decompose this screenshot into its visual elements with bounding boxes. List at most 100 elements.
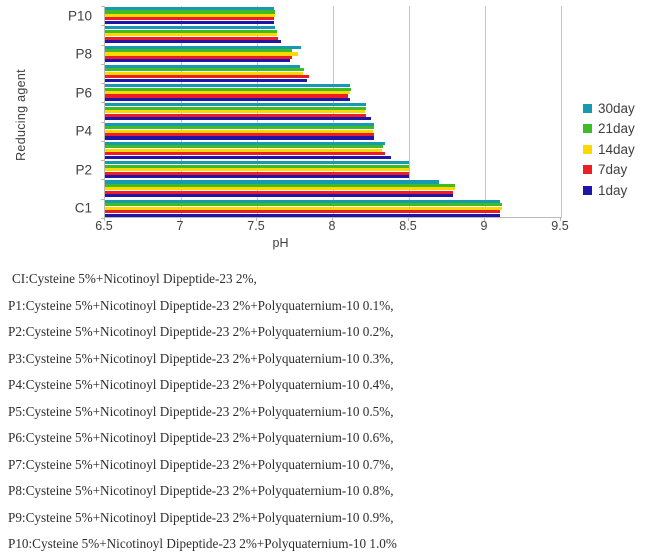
legend-label: 1day — [598, 182, 628, 198]
x-tick-label: 7.5 — [247, 219, 265, 233]
y-tick-mark — [101, 160, 105, 162]
x-tick-mark — [484, 217, 485, 221]
bar-P9-7day — [105, 36, 279, 40]
bar-group — [105, 141, 560, 160]
bar-group — [105, 199, 560, 218]
legend-item-1day: 1day — [583, 180, 659, 201]
legend-item-21day: 21day — [583, 119, 659, 140]
bar-P9-14day — [105, 33, 277, 37]
bar-C1-1day — [105, 213, 501, 217]
bar-P7-1day — [105, 78, 308, 82]
y-tick-mark — [101, 63, 105, 65]
y-tick-mark — [101, 179, 105, 181]
chart-legend: 30day 21day 14day 7day 1day — [583, 98, 659, 201]
bar-P8-7day — [105, 55, 292, 59]
y-tick-mark — [101, 198, 105, 200]
y-tick-label-P10: P10 — [67, 8, 92, 24]
bar-P8-21day — [105, 48, 292, 53]
x-tick-mark — [332, 217, 333, 221]
bar-P10-30day — [105, 7, 274, 11]
bar-P3-14day — [105, 148, 382, 152]
caption-line: P8:Cysteine 5%+Nicotinoyl Dipeptide-23 2… — [8, 483, 394, 498]
bar-P4-7day — [105, 132, 375, 137]
legend-item-14day: 14day — [583, 139, 659, 160]
bar-P5-14day — [105, 110, 365, 114]
legend-label: 21day — [598, 121, 635, 137]
bar-group — [105, 45, 560, 64]
bar-P6-30day — [105, 84, 350, 88]
bar-group — [105, 179, 560, 198]
bar-P1-14day — [105, 187, 455, 191]
bar-P5-7day — [105, 113, 367, 117]
bar-P5-1day — [105, 117, 371, 121]
x-tick-label: 7 — [176, 219, 184, 233]
y-tick-label-C1: C1 — [74, 200, 92, 216]
bar-P1-7day — [105, 190, 454, 194]
caption-line: P5:Cysteine 5%+Nicotinoyl Dipeptide-23 2… — [8, 403, 394, 419]
legend-label: 7day — [598, 162, 628, 178]
bar-P3-1day — [105, 155, 391, 159]
caption-line: P2:Cysteine 5%+Nicotinoyl Dipeptide-23 2… — [8, 324, 394, 339]
bar-P6-14day — [105, 90, 350, 95]
x-gridline — [485, 6, 486, 218]
x-tick-mark — [104, 217, 105, 221]
bar-group — [105, 160, 560, 179]
bar-P7-30day — [105, 64, 300, 68]
legend-swatch-icon — [583, 185, 592, 195]
y-tick-mark — [101, 140, 105, 142]
plot-area — [101, 6, 562, 219]
y-axis-title-text: Reducing agent — [14, 69, 28, 161]
bar-P4-21day — [105, 126, 375, 130]
caption-block: CI:Cysteine 5%+Nicotinoyl Dipeptide-23 2… — [0, 266, 659, 558]
legend-swatch-icon — [583, 124, 592, 134]
y-axis-title: Reducing agent — [8, 10, 34, 220]
y-tick-label-P6: P6 — [75, 85, 92, 101]
bar-P9-1day — [105, 40, 282, 44]
caption-line: P6:Cysteine 5%+Nicotinoyl Dipeptide-23 2… — [8, 430, 394, 445]
bar-P3-30day — [105, 141, 385, 145]
x-tick-label: 8 — [328, 219, 336, 233]
y-tick-mark — [101, 25, 105, 27]
x-tick-mark — [408, 217, 409, 221]
bar-P5-21day — [105, 106, 367, 110]
bar-P2-30day — [105, 161, 409, 165]
y-axis-tick-labels: C1 P2 P4 P6 P8 P10 — [36, 6, 98, 218]
caption-line: P1:Cysteine 5%+Nicotinoyl Dipeptide-23 2… — [8, 297, 394, 313]
caption-line: P4:Cysteine 5%+Nicotinoyl Dipeptide-23 2… — [8, 377, 394, 392]
bar-P2-21day — [105, 164, 409, 168]
caption-line: CI:Cysteine 5%+Nicotinoyl Dipeptide-23 2… — [12, 271, 257, 286]
x-tick-label: 9 — [480, 219, 488, 233]
legend-label: 14day — [598, 141, 635, 157]
bar-C1-14day — [105, 206, 502, 210]
bar-P7-7day — [105, 75, 309, 79]
x-tick-label: 8.5 — [399, 219, 417, 233]
bar-group — [105, 122, 560, 141]
bar-group — [105, 102, 560, 121]
bar-P6-21day — [105, 87, 352, 91]
bar-P9-30day — [105, 26, 276, 30]
bar-P5-30day — [105, 103, 367, 107]
bar-group — [105, 6, 560, 25]
x-tick-label: 6.5 — [95, 219, 113, 233]
bar-P2-7day — [105, 171, 409, 175]
y-tick-mark — [101, 83, 105, 85]
x-axis-title: pH — [272, 236, 289, 250]
bar-P10-7day — [105, 17, 274, 21]
legend-item-7day: 7day — [583, 160, 659, 181]
bar-P2-14day — [105, 168, 409, 172]
y-tick-label-P8: P8 — [75, 46, 92, 62]
caption-line: P10:Cysteine 5%+Nicotinoyl Dipeptide-23 … — [8, 536, 397, 551]
bar-C1-7day — [105, 210, 501, 214]
chart-page: Reducing agent C1 P2 P4 P6 P8 P10 6.5 7 7.5 8 8.5… — [8, 6, 659, 551]
bar-C1-30day — [105, 199, 501, 203]
bar-P1-30day — [105, 180, 440, 184]
x-gridline — [561, 6, 562, 218]
x-tick-mark — [560, 217, 561, 221]
bar-C1-21day — [105, 203, 502, 207]
bar-P10-14day — [105, 13, 276, 17]
bar-P3-7day — [105, 152, 385, 156]
bar-P7-14day — [105, 71, 303, 75]
y-tick-label-P4: P4 — [75, 123, 92, 139]
bar-P8-30day — [105, 45, 302, 49]
bar-P6-7day — [105, 94, 349, 98]
